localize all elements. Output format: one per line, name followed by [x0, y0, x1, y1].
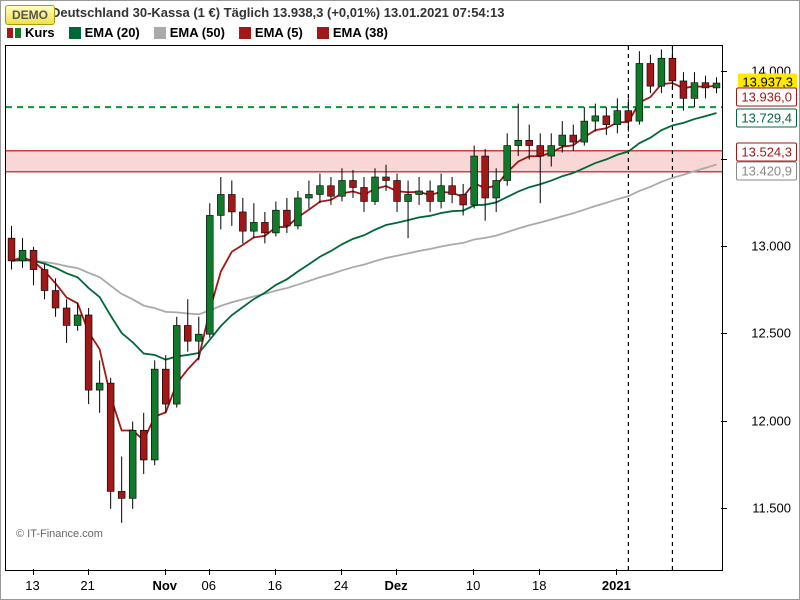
y-tick: 12.500 [751, 326, 791, 341]
swatch-icon [317, 27, 329, 39]
legend-ema38-label: EMA (38) [333, 25, 388, 40]
legend-ema5-label: EMA (5) [255, 25, 303, 40]
attribution: © IT-Finance.com [16, 528, 103, 540]
legend-kurs-label: Kurs [25, 25, 55, 40]
x-tick: Dez [384, 578, 407, 593]
x-tick: 06 [202, 578, 216, 593]
x-tick: 10 [466, 578, 480, 593]
legend-ema50-label: EMA (50) [170, 25, 225, 40]
x-tick: 21 [80, 578, 94, 593]
y-axis: 11.50012.00012.50013.00013.50014.00013.9… [723, 45, 799, 571]
price-tag: 13.729,4 [736, 109, 797, 128]
swatch-icon [69, 27, 81, 39]
legend-kurs: Kurs [7, 25, 55, 40]
price-tag: 13.420,9 [736, 161, 797, 180]
x-tick: 16 [268, 578, 282, 593]
swatch-icon [154, 27, 166, 39]
legend-ema20-label: EMA (20) [85, 25, 140, 40]
candle-icon [7, 26, 21, 40]
plot-area[interactable]: © IT-Finance.com [5, 45, 723, 571]
x-tick: 18 [532, 578, 546, 593]
chart-title: Deutschland 30-Kassa (1 €) Täglich 13.93… [51, 5, 795, 20]
x-axis: 13 21 Nov 06 16 24 Dez 10 18 2021 [5, 573, 723, 597]
x-tick: 13 [25, 578, 39, 593]
x-tick: 2021 [602, 578, 631, 593]
legend: Kurs EMA (20) EMA (50) EMA (5) EMA (38) [7, 25, 388, 40]
legend-ema5: EMA (5) [239, 25, 303, 40]
legend-ema50: EMA (50) [154, 25, 225, 40]
x-tick: 24 [334, 578, 348, 593]
chart-svg [6, 46, 722, 570]
legend-ema20: EMA (20) [69, 25, 140, 40]
chart-container: DEMO Deutschland 30-Kassa (1 €) Täglich … [0, 0, 800, 600]
swatch-icon [239, 27, 251, 39]
demo-badge: DEMO [5, 5, 55, 25]
price-tag: 13.524,3 [736, 142, 797, 161]
y-tick: 12.000 [751, 413, 791, 428]
legend-ema38: EMA (38) [317, 25, 388, 40]
y-tick: 11.500 [752, 500, 791, 515]
price-tag: 13.936,0 [736, 88, 797, 107]
y-tick: 13.000 [751, 238, 791, 253]
x-tick: Nov [152, 578, 177, 593]
